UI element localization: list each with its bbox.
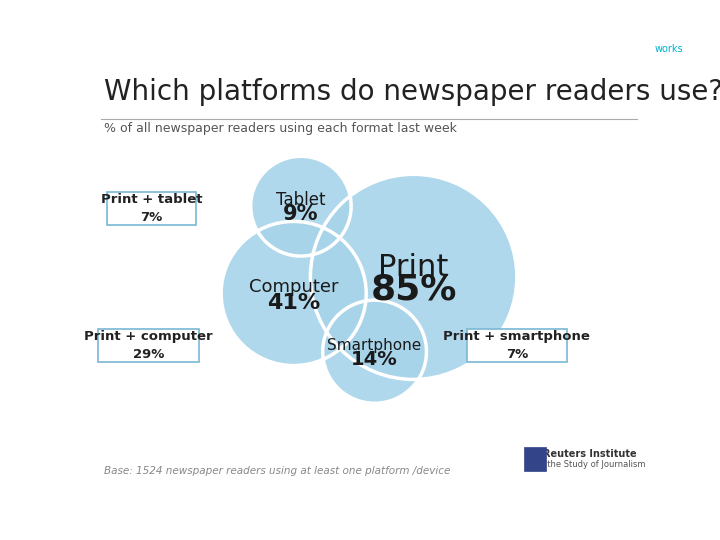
Text: Computer: Computer bbox=[249, 278, 338, 296]
Text: % of all newspaper readers using each format last week: % of all newspaper readers using each fo… bbox=[104, 122, 456, 134]
Text: Print + computer
29%: Print + computer 29% bbox=[84, 330, 213, 361]
Text: Print: Print bbox=[379, 253, 449, 282]
Text: Smartphone: Smartphone bbox=[328, 339, 422, 353]
Text: Print + smartphone
7%: Print + smartphone 7% bbox=[444, 330, 590, 361]
Ellipse shape bbox=[251, 156, 351, 256]
Ellipse shape bbox=[323, 300, 426, 403]
Text: Which platforms do newspaper readers use?: Which platforms do newspaper readers use… bbox=[104, 78, 720, 106]
Text: Tablet: Tablet bbox=[276, 191, 325, 209]
Text: Reuters Institute: Reuters Institute bbox=[543, 449, 636, 458]
Text: N: N bbox=[613, 22, 642, 55]
Text: 14%: 14% bbox=[351, 350, 398, 369]
Text: Print + tablet
7%: Print + tablet 7% bbox=[101, 193, 202, 224]
Text: 9%: 9% bbox=[283, 205, 319, 225]
Text: 85%: 85% bbox=[371, 272, 456, 306]
Ellipse shape bbox=[310, 174, 517, 380]
Text: news: news bbox=[657, 25, 682, 35]
Text: for the Study of Journalism: for the Study of Journalism bbox=[534, 460, 646, 469]
Text: 41%: 41% bbox=[267, 293, 320, 313]
Text: works: works bbox=[655, 44, 683, 54]
FancyBboxPatch shape bbox=[524, 447, 546, 471]
FancyBboxPatch shape bbox=[99, 329, 199, 362]
FancyBboxPatch shape bbox=[467, 329, 567, 362]
FancyBboxPatch shape bbox=[107, 192, 196, 225]
Ellipse shape bbox=[221, 221, 366, 366]
Text: Base: 1524 newspaper readers using at least one platform /device: Base: 1524 newspaper readers using at le… bbox=[104, 467, 450, 476]
